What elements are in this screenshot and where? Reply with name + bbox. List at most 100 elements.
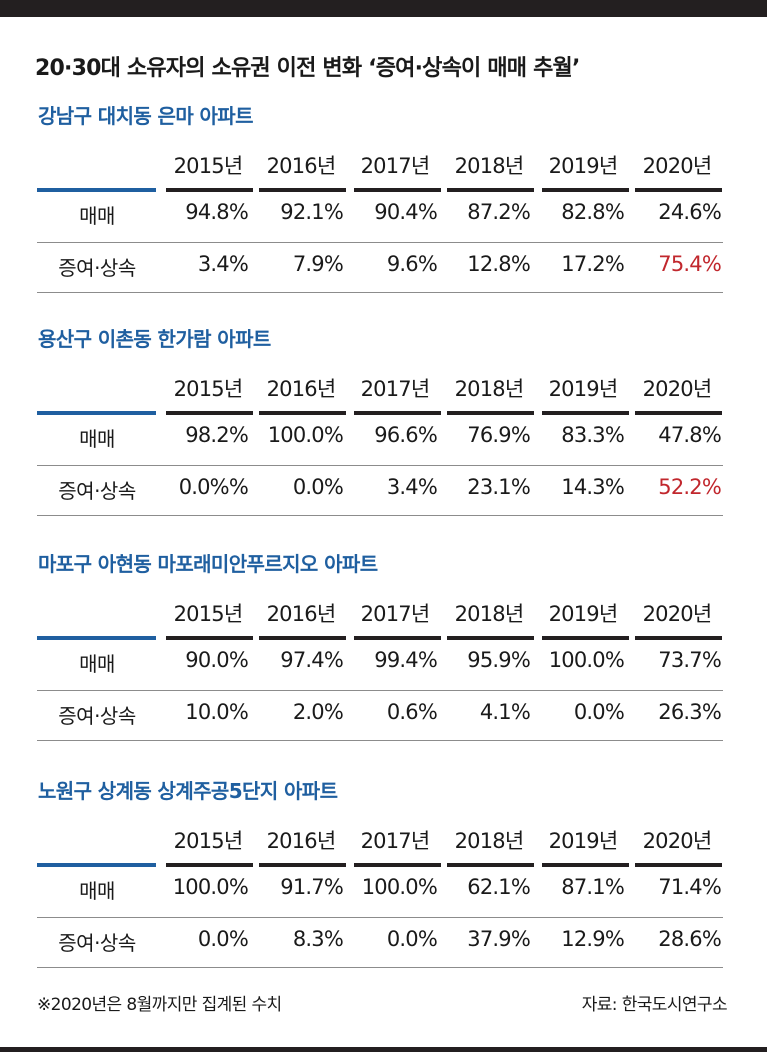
table-cell: 90.4% <box>374 200 438 224</box>
table-cell: 37.9% <box>467 927 531 951</box>
table-cell: 47.8% <box>658 423 722 447</box>
table-cell: 0.0% <box>292 475 344 499</box>
table-row: 매매 90.0% 97.4% 99.4% 95.9% 100.0% 73.7% <box>0 648 767 688</box>
table-cell: 26.3% <box>658 700 722 724</box>
table-title: 용산구 이촌동 한가람 아파트 <box>38 327 271 351</box>
row-divider <box>37 242 723 243</box>
table-cell: 0.0% <box>386 927 438 951</box>
table-cell: 99.4% <box>374 648 438 672</box>
table-cell: 75.4% <box>658 252 722 276</box>
year-header: 2019년 <box>548 829 619 853</box>
table-row: 매매 94.8% 92.1% 90.4% 87.2% 82.8% 24.6% <box>0 200 767 240</box>
year-header: 2018년 <box>454 377 525 401</box>
data-table: 용산구 이촌동 한가람 아파트 2015년 2016년 2017년 2018년 2019년… <box>0 323 767 523</box>
header-rule-black <box>635 411 722 415</box>
year-header: 2020년 <box>642 829 713 853</box>
row-label: 매매 <box>79 879 115 903</box>
year-header: 2019년 <box>548 377 619 401</box>
header-rule-black <box>542 188 629 192</box>
table-cell: 28.6% <box>658 927 722 951</box>
year-header: 2020년 <box>642 154 713 178</box>
year-header: 2019년 <box>548 602 619 626</box>
table-cell: 95.9% <box>467 648 531 672</box>
bottom-bar <box>0 1047 767 1052</box>
table-cell: 90.0% <box>185 648 249 672</box>
year-header: 2016년 <box>266 377 337 401</box>
source-credit: 자료: 한국도시연구소 <box>581 995 728 1015</box>
year-header-row: 2015년 2016년 2017년 2018년 2019년 2020년 <box>0 373 767 413</box>
table-row: 증여·상속 10.0% 2.0% 0.6% 4.1% 0.0% 26.3% <box>0 700 767 740</box>
table-title: 마포구 아현동 마포래미안푸르지오 아파트 <box>38 552 378 576</box>
header-rule-blue <box>37 188 156 192</box>
year-header: 2017년 <box>360 829 431 853</box>
header-rule-black <box>635 636 722 640</box>
year-header: 2020년 <box>642 377 713 401</box>
table-row: 증여·상속 0.0% 8.3% 0.0% 37.9% 12.9% 28.6% <box>0 927 767 967</box>
table-cell: 91.7% <box>280 875 344 899</box>
table-cell: 98.2% <box>185 423 249 447</box>
table-cell: 94.8% <box>185 200 249 224</box>
year-header-row: 2015년 2016년 2017년 2018년 2019년 2020년 <box>0 825 767 865</box>
table-cell: 100.0% <box>361 875 438 899</box>
header-rule-black <box>447 188 534 192</box>
year-header-row: 2015년 2016년 2017년 2018년 2019년 2020년 <box>0 150 767 190</box>
table-cell: 4.1% <box>479 700 531 724</box>
table-cell: 92.1% <box>280 200 344 224</box>
year-header: 2018년 <box>454 829 525 853</box>
year-header: 2015년 <box>173 154 244 178</box>
row-label: 매매 <box>79 427 115 451</box>
table-cell: 100.0% <box>548 648 625 672</box>
footnote: ※2020년은 8월까지만 집계된 수치 <box>37 995 282 1015</box>
table-cell: 83.3% <box>561 423 625 447</box>
table-cell: 12.8% <box>467 252 531 276</box>
row-divider <box>37 515 723 516</box>
year-header: 2018년 <box>454 602 525 626</box>
year-header: 2018년 <box>454 154 525 178</box>
row-divider <box>37 292 723 293</box>
row-label: 증여·상속 <box>58 479 136 503</box>
header-rule-black <box>447 636 534 640</box>
header-rule-black <box>259 863 346 867</box>
table-cell: 10.0% <box>185 700 249 724</box>
table-cell: 7.9% <box>292 252 344 276</box>
header-rule-black <box>542 411 629 415</box>
year-header: 2019년 <box>548 154 619 178</box>
header-rule-blue <box>37 636 156 640</box>
year-header: 2015년 <box>173 602 244 626</box>
row-label: 증여·상속 <box>58 256 136 280</box>
table-cell: 71.4% <box>658 875 722 899</box>
table-cell: 3.4% <box>386 475 438 499</box>
row-divider <box>37 740 723 741</box>
header-rule-black <box>354 188 441 192</box>
header-rule-black <box>166 636 253 640</box>
table-cell: 96.6% <box>374 423 438 447</box>
table-cell: 87.1% <box>561 875 625 899</box>
year-header: 2016년 <box>266 602 337 626</box>
table-cell: 87.2% <box>467 200 531 224</box>
header-rule-black <box>259 411 346 415</box>
header-rule-black <box>542 636 629 640</box>
table-cell: 0.0% <box>573 700 625 724</box>
data-table: 노원구 상계동 상계주공5단지 아파트 2015년 2016년 2017년 2018년 2… <box>0 775 767 975</box>
table-cell: 100.0% <box>267 423 344 447</box>
row-divider <box>37 465 723 466</box>
table-title: 노원구 상계동 상계주공5단지 아파트 <box>38 779 338 803</box>
table-cell: 3.4% <box>197 252 249 276</box>
row-label: 매매 <box>79 204 115 228</box>
table-cell: 73.7% <box>658 648 722 672</box>
header-rule-blue <box>37 863 156 867</box>
row-divider <box>37 917 723 918</box>
table-cell: 2.0% <box>292 700 344 724</box>
table-cell: 52.2% <box>658 475 722 499</box>
table-row: 증여·상속 3.4% 7.9% 9.6% 12.8% 17.2% 75.4% <box>0 252 767 292</box>
row-divider <box>37 690 723 691</box>
header-rule-black <box>542 863 629 867</box>
table-cell: 0.6% <box>386 700 438 724</box>
table-title: 강남구 대치동 은마 아파트 <box>38 104 253 128</box>
table-row: 매매 98.2% 100.0% 96.6% 76.9% 83.3% 47.8% <box>0 423 767 463</box>
header-rule-black <box>354 863 441 867</box>
year-header-row: 2015년 2016년 2017년 2018년 2019년 2020년 <box>0 598 767 638</box>
top-bar <box>0 0 767 17</box>
header-rule-black <box>447 411 534 415</box>
row-label: 증여·상속 <box>58 931 136 955</box>
